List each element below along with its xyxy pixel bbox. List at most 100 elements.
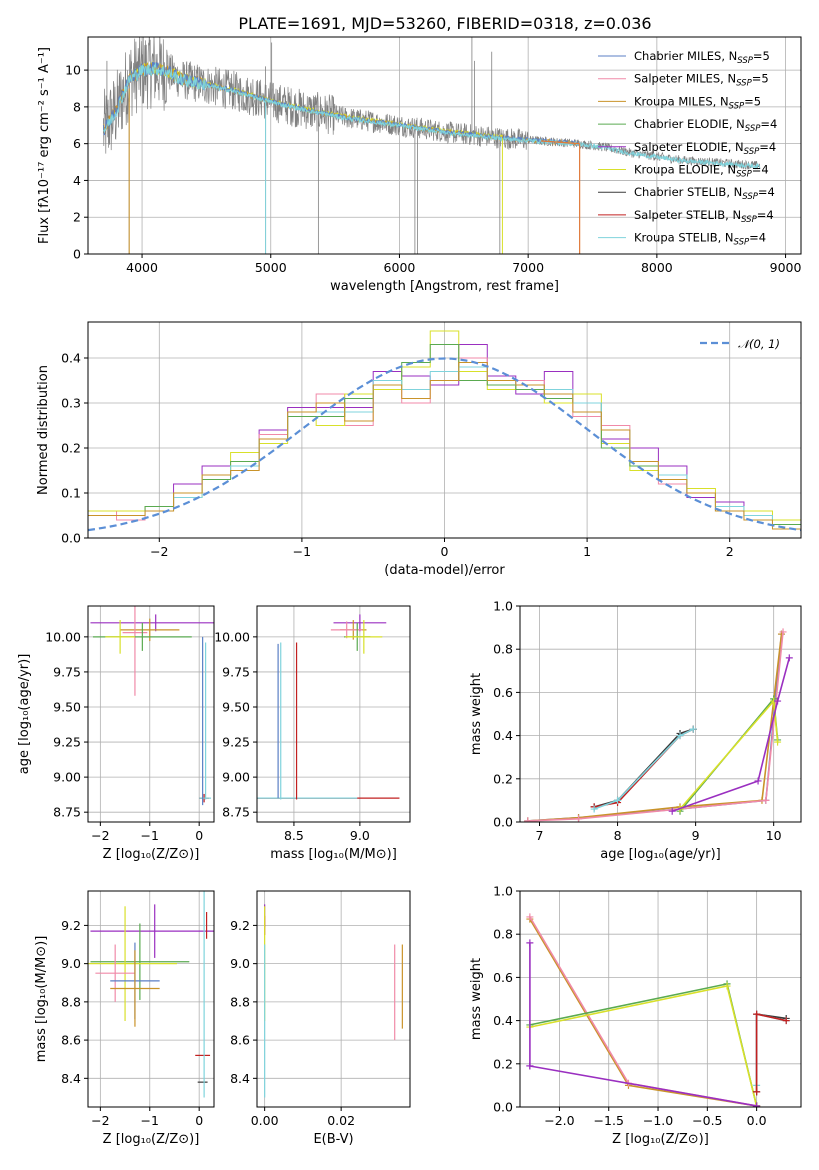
plus-marker	[689, 725, 697, 733]
x-tick-label: −2	[150, 544, 168, 559]
plus-marker	[723, 982, 731, 990]
x-tick-label: 9.0	[350, 828, 370, 843]
plus-marker	[779, 628, 787, 636]
y-tick-label: 9.75	[53, 664, 81, 679]
legend-entry: Chabrier ELODIE, NSSP=4	[634, 117, 777, 134]
series-line	[593, 728, 694, 810]
x-tick-label: 9000	[770, 260, 802, 275]
x-tick-label: 0	[195, 828, 203, 843]
plus-marker	[668, 807, 676, 815]
legend-entry-label: Kroupa STELIB, N	[634, 231, 734, 245]
legend-entry: Kroupa ELODIE, NSSP=4	[634, 163, 769, 180]
y-tick-label: 0.2	[493, 771, 513, 786]
plus-marker	[524, 817, 532, 822]
y-tick-label: 9.2	[230, 918, 250, 933]
data-point	[345, 620, 383, 654]
y-tick-label: 9.75	[222, 664, 250, 679]
x-tick-label: 4000	[126, 260, 158, 275]
spectrum-lines	[102, 37, 761, 254]
weight-vs-Z-frame: −2.0 −1.5 −1.0 −0.5 0.0 0.0 0.2 0.4 0.6 0.8 1.0 Z […	[469, 884, 802, 1147]
x-tick-label: 0.02	[327, 1113, 355, 1128]
legend-entry-value: =5	[752, 72, 769, 86]
residuals-axes	[88, 322, 801, 539]
plus-marker	[774, 697, 782, 705]
legend-entry-label: Chabrier STELIB, N	[634, 185, 742, 199]
legend-entry-label: Kroupa ELODIE, N	[634, 163, 736, 177]
y-tick-label: 2	[73, 210, 81, 225]
plus-marker	[774, 738, 782, 746]
data-point	[110, 950, 160, 1027]
legend-entry: Kroupa STELIB, NSSP=4	[634, 231, 766, 248]
y-tick-label: 0.2	[61, 441, 81, 456]
legend-entry-value: =4	[759, 140, 776, 154]
legend-entry-subscript: SSP	[742, 192, 758, 202]
legend-entry-value: =5	[744, 94, 761, 108]
legend-entry-value: =4	[758, 185, 775, 199]
legend-entry: Salpeter ELODIE, NSSP=4	[634, 140, 776, 157]
x-axis-label: Z [log₁₀(Z/Z⊙)]	[612, 1132, 709, 1147]
x-tick-label: −2	[91, 828, 109, 843]
series-line	[529, 916, 757, 1107]
series-line	[594, 728, 694, 808]
spectrum-frame: 4000 5000 6000 7000 8000 9000 0 2 4 6 8 10 wavelengt…	[37, 36, 802, 294]
plus-marker	[762, 796, 770, 804]
y-tick-label: 0.4	[493, 1013, 513, 1028]
age-vs-mass-frame: 8.5 9.0 8.75 9.00 9.25 9.50 9.75 10.00 mass [log…	[214, 605, 411, 862]
x-tick-label: 8.5	[284, 828, 304, 843]
weight-vs-age-axes	[520, 605, 801, 823]
series-line	[527, 631, 784, 822]
plus-marker	[590, 805, 598, 813]
y-tick-label: 0.2	[493, 1056, 513, 1071]
y-tick-label: 9.00	[222, 770, 250, 785]
plus-marker	[753, 1010, 761, 1018]
y-tick-label: 10.00	[214, 629, 250, 644]
y-tick-label: 10	[65, 63, 81, 78]
data-point	[333, 614, 387, 632]
model-spectrum-line	[103, 62, 761, 170]
data-point	[90, 923, 190, 1000]
legend-entry-subscript: SSP	[744, 147, 760, 157]
y-axis-label: Flux [fλ10⁻¹⁷ erg cm⁻² s⁻¹ A⁻¹]	[37, 47, 52, 244]
x-axis-label: Z [log₁₀(Z/Z⊙)]	[103, 1132, 200, 1147]
y-tick-label: 9.25	[222, 735, 250, 750]
y-tick-label: 9.00	[53, 770, 81, 785]
y-tick-label: 0.0	[493, 1100, 513, 1115]
x-tick-label: −1.5	[594, 1113, 624, 1128]
mass-vs-EBV-frame: 0.00 0.02 8.4 8.6 8.8 9.0 9.2 E(B-V)	[230, 890, 411, 1147]
y-tick-label: 0.8	[493, 642, 513, 657]
y-tick-label: 8.8	[230, 994, 250, 1009]
data-point	[88, 906, 177, 1021]
x-tick-label: −2	[91, 1113, 109, 1128]
residuals-frame: −2 −1 0 1 2 0.0 0.1 0.2 0.3 0.4 (data-model)/error…	[36, 321, 802, 578]
x-axis-label: (data-model)/error	[384, 563, 505, 578]
x-tick-label: 7	[536, 828, 544, 843]
data-point	[105, 620, 135, 654]
y-tick-label: 8.6	[61, 1033, 81, 1048]
data-point	[95, 944, 135, 1002]
legend-entry-label: Chabrier MILES, N	[634, 49, 737, 63]
y-tick-label: 9.25	[53, 735, 81, 750]
plus-marker	[785, 654, 793, 662]
x-tick-label: 0	[195, 1113, 203, 1128]
y-tick-label: 0.3	[61, 396, 81, 411]
y-tick-label: 8.75	[53, 805, 81, 820]
x-tick-label: 1	[583, 544, 591, 559]
age-vs-Z-axes	[88, 606, 214, 822]
x-tick-label: 7000	[512, 260, 544, 275]
y-tick-label: 9.0	[230, 956, 250, 971]
y-tick-label: 0	[73, 247, 81, 262]
x-tick-label: −1	[141, 1113, 159, 1128]
x-tick-label: 2	[726, 544, 734, 559]
weight-vs-age-series	[524, 628, 793, 822]
x-axis-label: E(B-V)	[313, 1132, 353, 1147]
plot-frame	[256, 605, 411, 823]
legend-entry-subscript: SSP	[741, 215, 757, 225]
plus-marker	[575, 815, 583, 822]
histogram-step-line	[88, 362, 801, 530]
legend-entry: Chabrier MILES, NSSP=5	[634, 49, 770, 66]
y-tick-label: 0.0	[61, 531, 81, 546]
y-tick-label: 0.8	[493, 927, 513, 942]
x-tick-label: −1	[141, 828, 159, 843]
